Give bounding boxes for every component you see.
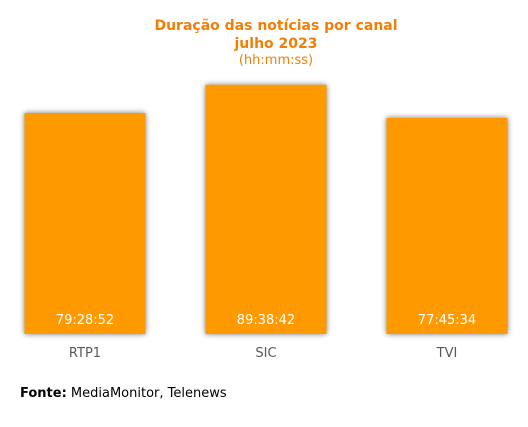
chart-subtitle: julho 2023 bbox=[234, 36, 318, 52]
bar-sic bbox=[205, 84, 327, 335]
chart-title: Duração das notícias por canal bbox=[154, 18, 398, 34]
bar-tvi bbox=[386, 117, 508, 335]
chart-unit-label: (hh:mm:ss) bbox=[238, 53, 314, 68]
bar-value-label-sic: 89:38:42 bbox=[237, 313, 295, 328]
source-note: Fonte: MediaMonitor, Telenews bbox=[20, 386, 227, 401]
category-label-rtp1: RTP1 bbox=[69, 346, 101, 361]
category-label-tvi: TVI bbox=[436, 346, 458, 361]
source-text: MediaMonitor, Telenews bbox=[70, 386, 227, 401]
bar-value-label-tvi: 77:45:34 bbox=[418, 313, 476, 328]
chart-title-block: Duração das notícias por canal julho 202… bbox=[0, 17, 528, 69]
category-label-sic: SIC bbox=[255, 346, 276, 361]
source-label: Fonte: bbox=[20, 386, 67, 401]
labels-layer: 79:28:52 RTP1 89:38:42 SIC 77:45:34 TVI bbox=[56, 313, 476, 361]
bars-layer bbox=[24, 84, 508, 335]
bar-value-label-rtp1: 79:28:52 bbox=[56, 313, 114, 328]
bar-rtp1 bbox=[24, 113, 146, 334]
